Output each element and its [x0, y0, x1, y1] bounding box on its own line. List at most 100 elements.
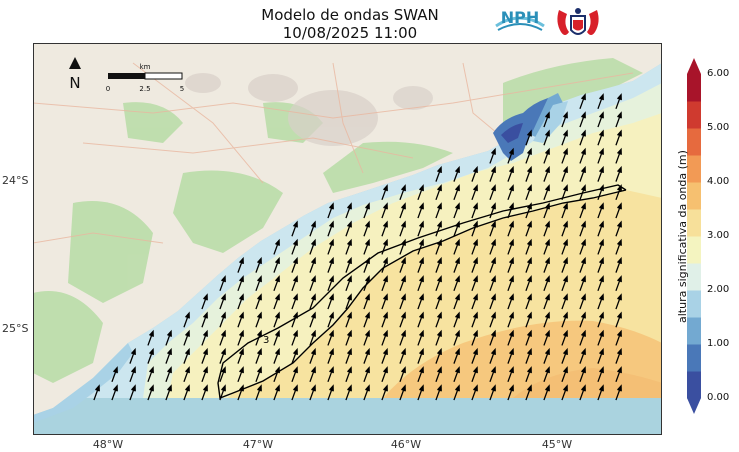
wave-arrow — [471, 220, 478, 237]
wave-arrow — [561, 184, 568, 201]
wave-arrow — [525, 347, 532, 364]
wave-arrow — [327, 293, 334, 310]
wave-arrow — [507, 329, 514, 346]
wave-arrow — [237, 347, 244, 364]
nph-logo-text: NPH — [501, 8, 540, 27]
wave-arrow — [561, 238, 568, 255]
wave-arrow — [579, 147, 586, 164]
wave-arrow — [615, 293, 622, 310]
wave-arrow — [615, 93, 622, 110]
colorbar-label: 6.00 — [707, 68, 730, 79]
wave-arrow — [561, 129, 568, 146]
wave-arrow — [345, 366, 352, 383]
colorbar-bin — [687, 74, 701, 102]
wave-arrow — [399, 202, 406, 219]
colorbar-title: altura significativa da onda (m) — [676, 150, 689, 323]
wave-arrow — [471, 347, 478, 364]
wave-arrow — [615, 256, 622, 273]
wave-arrow — [507, 220, 514, 237]
wave-arrow — [453, 275, 460, 292]
wave-arrow — [327, 329, 334, 346]
wave-arrow — [111, 384, 118, 401]
wave-arrow — [165, 329, 172, 346]
wave-arrow — [507, 202, 514, 219]
wave-arrow — [453, 366, 460, 383]
wave-arrow — [615, 202, 622, 219]
wave-arrow — [381, 184, 388, 201]
wave-arrow — [201, 384, 208, 401]
wave-arrow — [507, 384, 514, 401]
wave-arrow — [309, 329, 316, 346]
wave-arrow — [255, 275, 262, 292]
wave-arrow — [471, 366, 478, 383]
wave-arrow — [453, 293, 460, 310]
wave-arrow — [201, 366, 208, 383]
wave-arrow — [273, 366, 280, 383]
wave-arrow — [543, 347, 550, 364]
wave-arrow — [525, 202, 532, 219]
wave-arrow — [147, 329, 154, 346]
wave-arrow — [597, 366, 604, 383]
wave-arrow — [579, 293, 586, 310]
wave-arrow — [363, 202, 370, 219]
colorbar-bin — [687, 263, 701, 291]
wave-arrow — [453, 238, 460, 255]
wave-arrow — [309, 220, 316, 237]
wave-arrow — [579, 165, 586, 182]
colorbar-label: 0.00 — [707, 392, 730, 403]
wave-arrow — [561, 147, 568, 164]
wave-arrow — [291, 238, 298, 255]
wave-arrow — [615, 275, 622, 292]
wave-arrow — [417, 311, 424, 328]
wave-arrow — [237, 293, 244, 310]
wave-arrow — [201, 329, 208, 346]
wave-arrow — [363, 384, 370, 401]
wave-arrow — [489, 202, 496, 219]
wave-arrow — [507, 256, 514, 273]
wave-arrow — [543, 184, 550, 201]
wave-arrow — [273, 311, 280, 328]
colorbar-bin — [687, 236, 701, 264]
wave-arrow — [561, 293, 568, 310]
wave-arrow — [363, 275, 370, 292]
wave-arrow — [579, 93, 586, 110]
scale-bar: km 0 2.5 5 — [106, 63, 184, 93]
wave-arrow — [309, 275, 316, 292]
wave-arrow — [381, 238, 388, 255]
wave-arrow — [471, 384, 478, 401]
wave-arrow — [435, 275, 442, 292]
wave-arrow — [543, 165, 550, 182]
wave-arrow — [381, 293, 388, 310]
map-canvas[interactable]: 3 N km 0 2.5 5 — [33, 43, 662, 435]
wave-arrow — [363, 311, 370, 328]
wave-arrow — [399, 384, 406, 401]
wave-arrow — [309, 347, 316, 364]
wave-arrow — [507, 184, 514, 201]
wave-arrow — [561, 384, 568, 401]
wave-arrow — [597, 347, 604, 364]
wave-arrow — [525, 184, 532, 201]
wave-arrow — [543, 329, 550, 346]
north-label: N — [69, 74, 80, 92]
colorbar-bin — [687, 344, 701, 372]
wave-arrow — [615, 329, 622, 346]
wave-arrow — [615, 384, 622, 401]
colorbar-label: 2.00 — [707, 284, 730, 295]
wave-arrow — [579, 311, 586, 328]
wave-arrow — [507, 293, 514, 310]
wave-arrow — [615, 366, 622, 383]
wave-arrow — [543, 311, 550, 328]
wave-arrow — [183, 329, 190, 346]
wave-arrow — [615, 165, 622, 182]
wave-arrow — [561, 165, 568, 182]
wave-arrow — [525, 329, 532, 346]
wave-arrow — [489, 184, 496, 201]
wave-arrow — [525, 165, 532, 182]
wave-arrow — [345, 275, 352, 292]
wave-arrow — [543, 202, 550, 219]
wave-arrow — [363, 256, 370, 273]
wave-arrow — [237, 275, 244, 292]
wave-arrow — [507, 311, 514, 328]
north-arrow: N — [69, 57, 81, 92]
wave-arrow — [597, 311, 604, 328]
